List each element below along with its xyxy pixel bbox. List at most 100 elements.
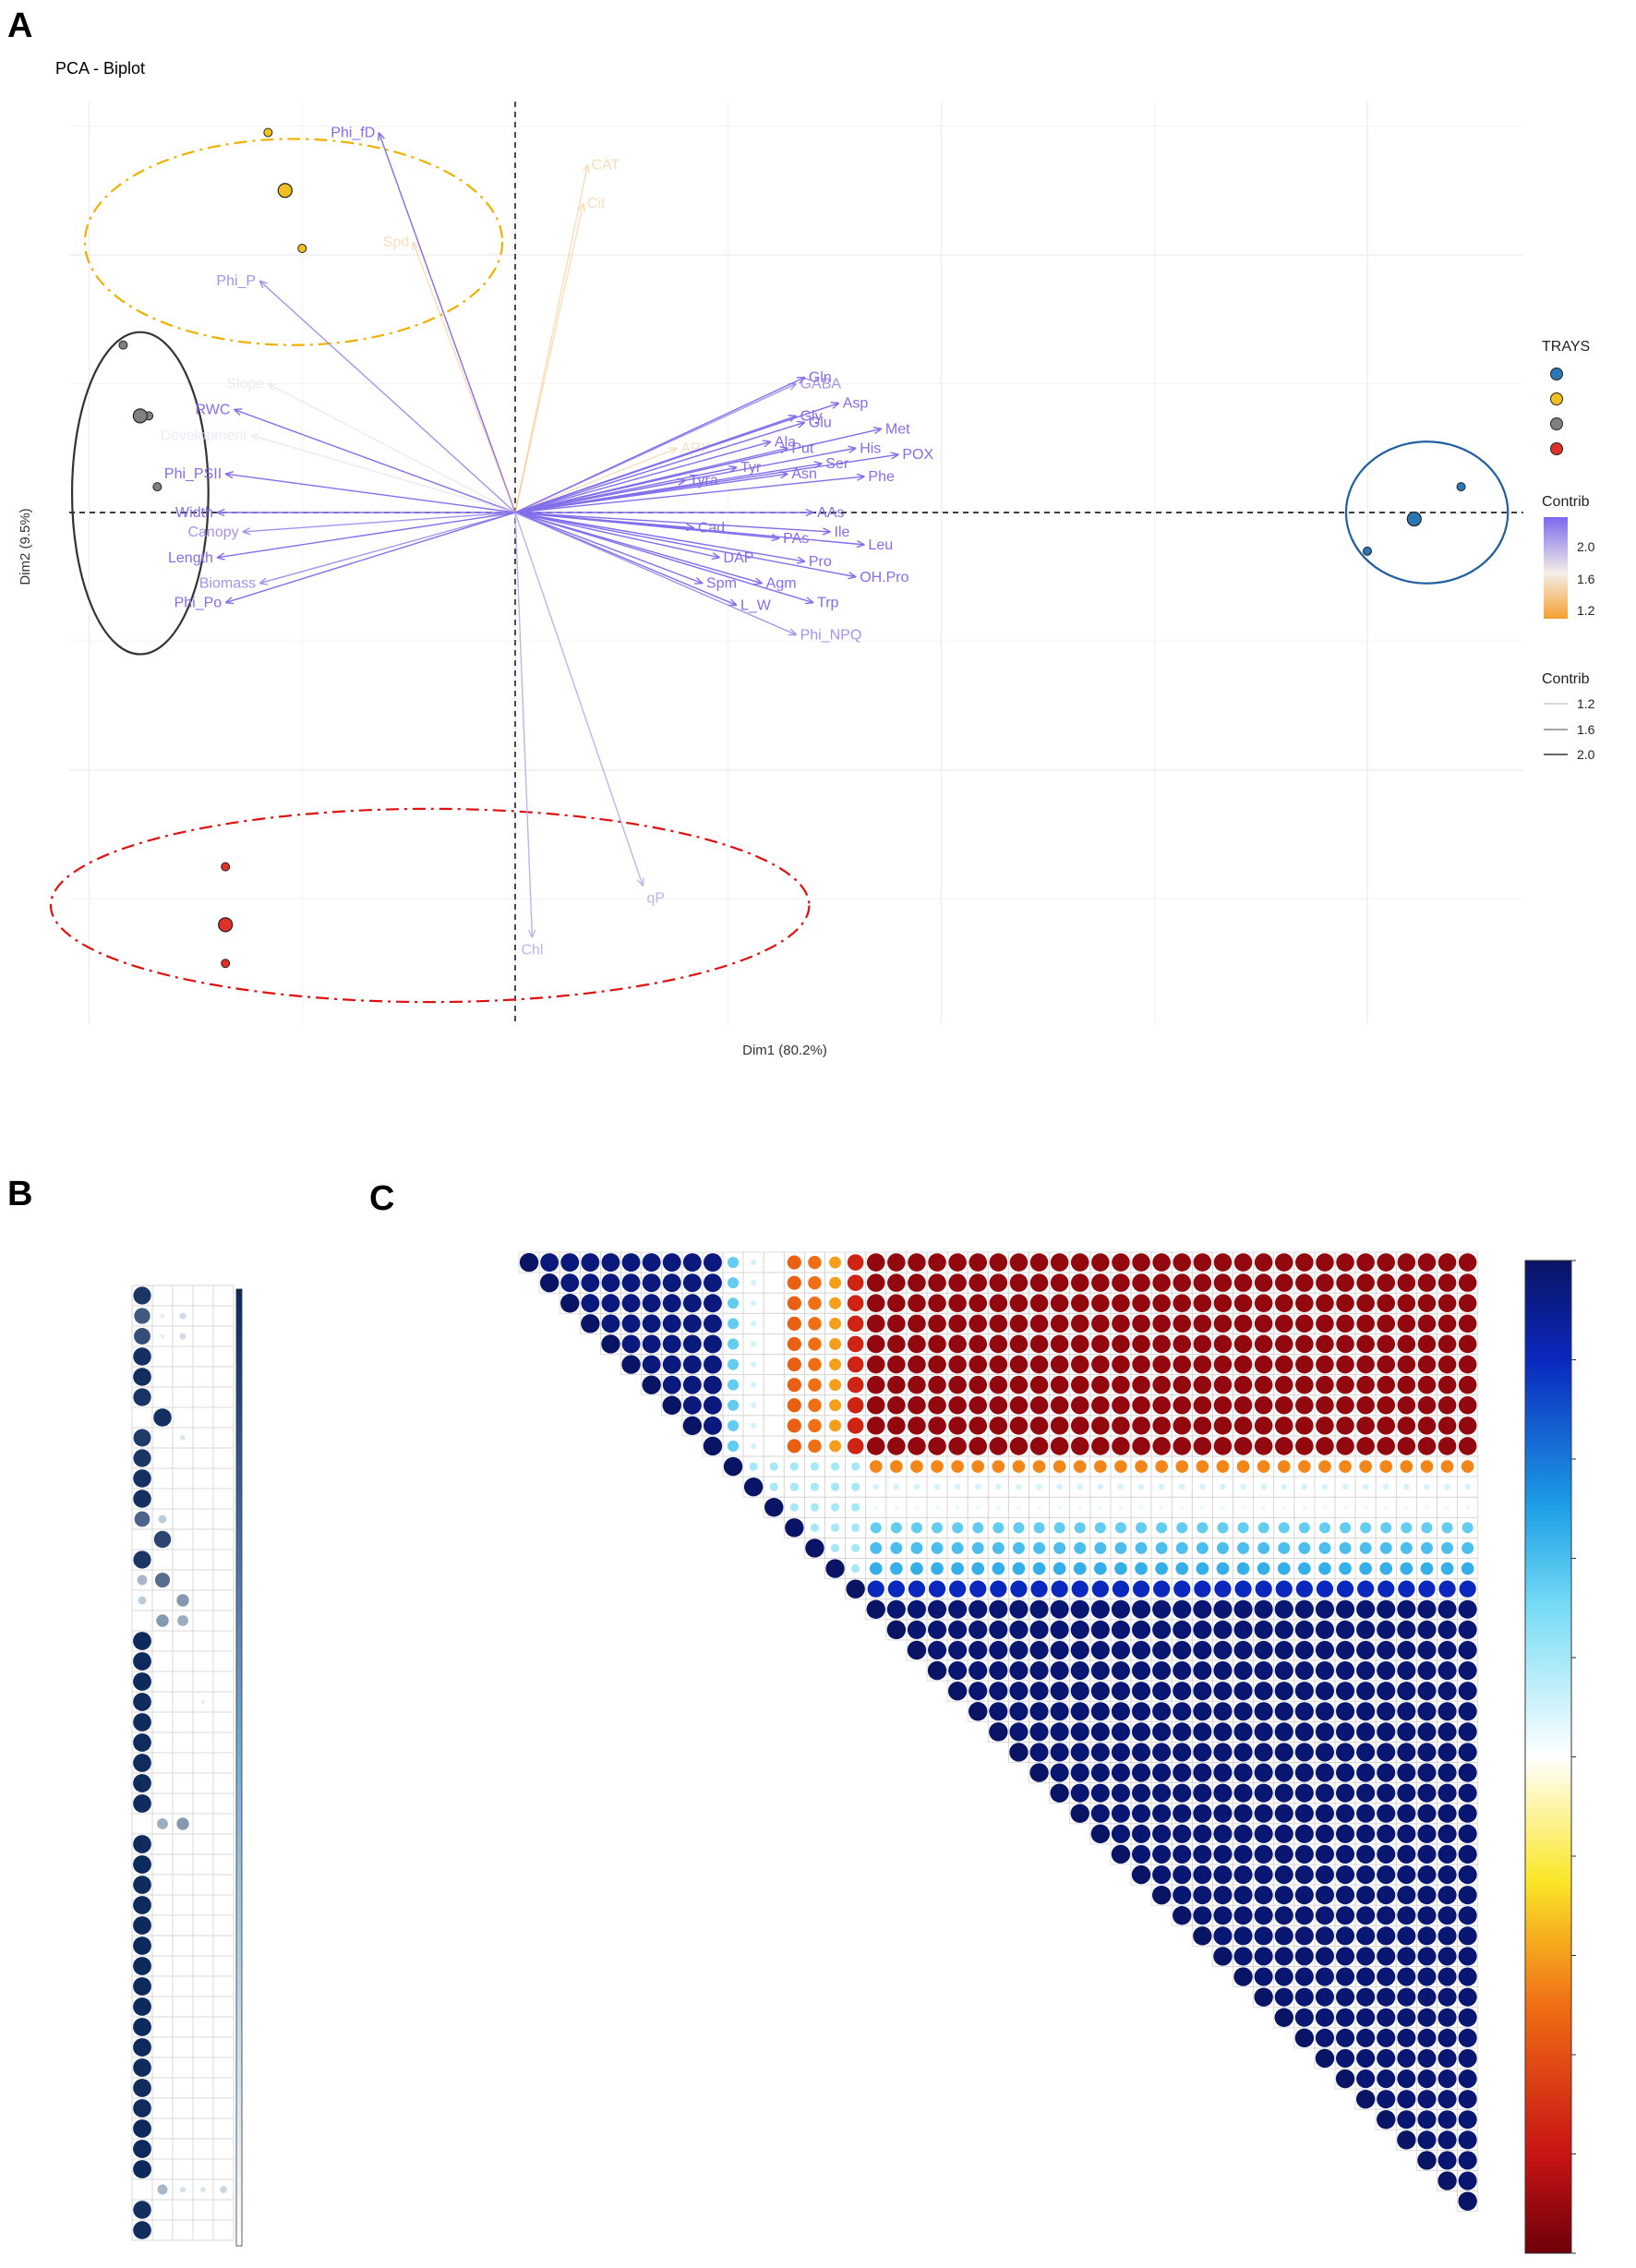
corr-5-35: [1233, 1355, 1253, 1374]
arrow-trp: Trp: [514, 512, 839, 611]
corr-39-44: [1417, 2048, 1437, 2068]
corr-14-31: [1155, 1541, 1168, 1554]
corr-22-23: [989, 1702, 1008, 1721]
corr-11-26: [1056, 1483, 1063, 1490]
corr-6-45: [1438, 1375, 1457, 1394]
corr-6-29: [1112, 1375, 1130, 1394]
arrow-label-leu: Leu: [868, 537, 893, 553]
corr-2-33: [1193, 1294, 1212, 1313]
corr-13-14: [810, 1523, 820, 1532]
corr-9-44: [1417, 1437, 1437, 1455]
corr-0-45: [1438, 1253, 1457, 1272]
corr-17-36: [1254, 1599, 1273, 1619]
corr-25-39: [1315, 1763, 1334, 1782]
arrow-line-asp: [514, 402, 839, 513]
corr-25-44: [1417, 1763, 1437, 1782]
corr-3-31: [1152, 1314, 1171, 1333]
corr-0-29: [1112, 1253, 1130, 1272]
arrow-line-pro: [514, 512, 805, 562]
corr-5-10: [728, 1358, 740, 1370]
corr-9-23: [989, 1437, 1008, 1455]
cell-length-0: [133, 1347, 151, 1366]
corr-42-46: [1458, 2110, 1477, 2129]
corr-4-23: [989, 1334, 1008, 1354]
cell-apx-2: [176, 1594, 189, 1607]
corr-4-43: [1397, 1334, 1416, 1354]
arrow-label-gly: Gly: [800, 408, 823, 424]
corr-13-26: [1053, 1522, 1065, 1534]
corr-20-33: [1193, 1661, 1212, 1681]
corr-37-38: [1294, 2008, 1314, 2027]
corr-15-31: [1155, 1562, 1168, 1575]
corr-21-44: [1417, 1682, 1437, 1701]
corr-17-32: [1173, 1599, 1192, 1619]
corr-11-31: [1158, 1483, 1165, 1490]
corr-21-25: [1029, 1682, 1049, 1701]
corr-33-45: [1438, 1926, 1457, 1946]
corr-17-35: [1233, 1599, 1253, 1619]
corr-1-8: [682, 1273, 702, 1293]
corr-25-42: [1377, 1763, 1396, 1782]
corr-10-29: [1114, 1460, 1127, 1473]
corr-16-39: [1316, 1580, 1334, 1598]
corr-19-26: [1050, 1640, 1069, 1659]
corr-7-44: [1417, 1395, 1437, 1415]
corr-5-13: [787, 1357, 801, 1372]
corr-3-44: [1417, 1314, 1437, 1333]
corr-26-26: [1050, 1783, 1069, 1803]
corr-10-18: [890, 1460, 903, 1473]
arrow-head-development: [250, 433, 259, 441]
corr-15-16: [851, 1563, 860, 1574]
arrow-head-dap: [711, 552, 720, 561]
corr-0-40: [1336, 1253, 1354, 1272]
arrow-phi-psii: Phi_PSII: [164, 466, 516, 513]
corr-19-37: [1274, 1640, 1293, 1659]
corr-35-43: [1397, 1967, 1416, 1986]
cell-development-2: [179, 1333, 186, 1340]
arrow-head-width: [216, 508, 225, 517]
corr-9-42: [1377, 1437, 1396, 1455]
corr-18-45: [1438, 1620, 1457, 1639]
corr-12-35: [1241, 1504, 1245, 1510]
corr-17-23: [989, 1599, 1008, 1619]
corr-16-27: [1071, 1580, 1089, 1598]
corr-12-18: [894, 1504, 899, 1510]
corr-42-45: [1438, 2110, 1457, 2129]
corr-16-16: [846, 1579, 865, 1598]
corr-5-22: [968, 1355, 988, 1374]
corr-14-28: [1094, 1541, 1107, 1554]
corr-23-41: [1356, 1722, 1376, 1742]
corr-6-39: [1316, 1375, 1334, 1394]
corr-24-26: [1050, 1743, 1069, 1762]
corr-13-17: [870, 1522, 882, 1534]
corr-4-26: [1050, 1334, 1069, 1354]
corr-2-29: [1112, 1294, 1130, 1313]
corr-23-32: [1173, 1722, 1192, 1742]
corr-3-15: [829, 1317, 842, 1330]
corr-1-36: [1254, 1273, 1273, 1292]
corr-23-46: [1458, 1722, 1477, 1742]
corr-36-36: [1254, 1987, 1273, 2007]
corr-5-27: [1070, 1355, 1089, 1374]
corr-25-28: [1090, 1763, 1110, 1782]
corr-2-10: [728, 1297, 740, 1309]
arrow-head-ile: [822, 527, 831, 536]
corr-1-15: [829, 1276, 842, 1289]
corr-20-34: [1213, 1661, 1233, 1681]
corr-33-40: [1336, 1926, 1355, 1946]
corr-6-22: [968, 1375, 988, 1394]
corr-14-16: [851, 1543, 860, 1553]
corr-22-31: [1152, 1702, 1172, 1721]
corr-27-36: [1254, 1804, 1273, 1823]
arrow-spm: Spm: [514, 512, 737, 592]
corr-3-36: [1254, 1314, 1273, 1333]
corr-35-38: [1294, 1967, 1314, 1986]
ellipse-rd: [83, 138, 504, 346]
corr-12-42: [1383, 1504, 1389, 1510]
corr-0-30: [1132, 1253, 1150, 1272]
cell-trp-0: [133, 2018, 151, 2036]
cell-glu-0: [133, 1835, 151, 1853]
corr-38-39: [1315, 2028, 1334, 2047]
cell-trypa-0: [133, 2160, 151, 2178]
corr-25-43: [1397, 1763, 1416, 1782]
